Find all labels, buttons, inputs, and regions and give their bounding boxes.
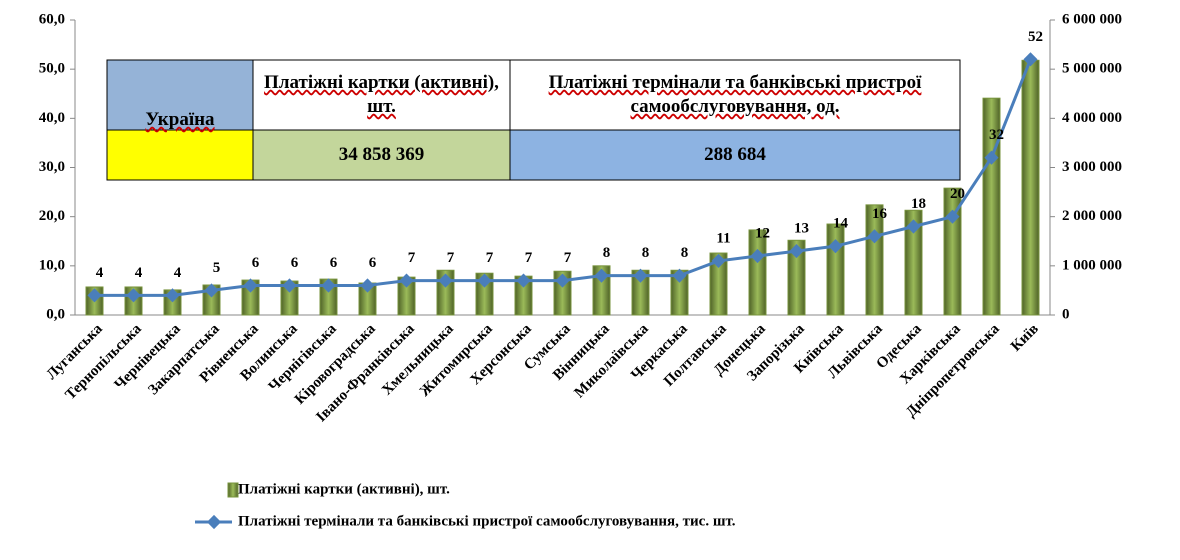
data-label: 6 <box>330 255 338 271</box>
line-marker <box>204 283 219 298</box>
line-marker <box>282 278 297 293</box>
y2-tick-label: 4 000 000 <box>1062 110 1122 126</box>
data-label: 5 <box>213 260 221 276</box>
data-label: 7 <box>564 250 572 266</box>
line-marker <box>711 253 726 268</box>
inset-table: Україна Платіжні картки (активні), шт. П… <box>106 59 961 181</box>
line-marker <box>165 288 180 303</box>
data-label: 6 <box>369 255 377 271</box>
table-cell <box>509 59 961 131</box>
data-label: 16 <box>872 206 888 222</box>
legend-label: Платіжні картки (активні), шт. <box>238 481 450 497</box>
table-cell <box>252 59 511 131</box>
line-marker <box>984 150 999 165</box>
data-label: 4 <box>96 265 104 281</box>
table-cell <box>106 129 254 181</box>
data-label: 11 <box>716 230 730 246</box>
legend-marker <box>206 514 222 530</box>
y2-tick-label: 5 000 000 <box>1062 61 1122 77</box>
legend-label: Платіжні термінали та банківські пристро… <box>238 513 736 529</box>
line-marker <box>594 268 609 283</box>
line-marker <box>789 244 804 259</box>
table-cell <box>252 129 511 181</box>
y2-tick-label: 1 000 000 <box>1062 257 1122 273</box>
data-label: 7 <box>486 250 494 266</box>
line-marker <box>750 248 765 264</box>
legend-swatch <box>227 482 239 498</box>
line-marker <box>126 288 141 303</box>
line-marker <box>477 273 492 288</box>
line-marker <box>243 278 258 293</box>
line-marker <box>1023 52 1038 67</box>
table-value: 288 684 <box>704 144 766 166</box>
y-tick-label: 60,0 <box>39 11 65 27</box>
data-label: 32 <box>989 127 1004 143</box>
bar <box>787 239 806 316</box>
table-header: Платіжні термінали та банківські пристро… <box>548 72 922 117</box>
bar <box>709 252 728 316</box>
line-marker <box>399 273 414 288</box>
data-label: 7 <box>408 250 416 266</box>
data-label: 12 <box>755 225 770 241</box>
data-label: 7 <box>525 250 533 266</box>
line-marker <box>945 209 960 224</box>
y2-tick-label: 2 000 000 <box>1062 208 1122 224</box>
data-label: 14 <box>833 216 849 232</box>
y-tick-label: 50,0 <box>39 61 65 77</box>
line-marker <box>672 268 687 283</box>
data-label: 4 <box>174 265 182 281</box>
table-header: Платіжні картки (активні), шт. <box>264 72 499 117</box>
x-tick-label: Чернігівська <box>266 321 340 395</box>
y-tick-label: 40,0 <box>39 110 65 126</box>
line-marker <box>633 268 648 283</box>
data-label: 8 <box>603 245 611 261</box>
bar <box>904 209 923 316</box>
y-tick-label: 20,0 <box>39 208 65 224</box>
line-marker <box>516 273 531 288</box>
bar <box>865 204 884 316</box>
line-marker <box>828 239 843 254</box>
data-label: 52 <box>1028 29 1043 45</box>
line-marker <box>906 219 921 234</box>
table-cell <box>106 59 254 131</box>
y2-tick-label: 3 000 000 <box>1062 159 1122 175</box>
y2-tick-label: 6 000 000 <box>1062 11 1122 27</box>
y-tick-label: 0,0 <box>46 306 65 322</box>
line-marker <box>555 273 570 288</box>
line-marker <box>360 278 375 293</box>
data-label: 6 <box>291 255 299 271</box>
data-label: 8 <box>681 245 689 261</box>
y2-tick-label: 0 <box>1062 306 1070 322</box>
bar <box>1021 59 1040 316</box>
bar <box>748 229 767 316</box>
data-label: 4 <box>135 265 143 281</box>
table-cell <box>509 129 961 181</box>
data-label: 20 <box>950 186 965 202</box>
line-marker <box>438 273 453 288</box>
bar <box>826 223 845 316</box>
line-marker <box>867 229 882 244</box>
bar <box>982 97 1001 316</box>
table-value: 34 858 369 <box>338 144 425 166</box>
bar <box>475 272 494 316</box>
data-label: 13 <box>794 221 809 237</box>
legend: Платіжні картки (активні), шт. Платіжні т… <box>195 481 736 529</box>
y-tick-label: 30,0 <box>39 159 65 175</box>
table-header: Україна <box>145 109 215 131</box>
line-marker <box>321 278 336 293</box>
data-label: 7 <box>447 250 455 266</box>
line-marker <box>87 288 102 303</box>
y-tick-label: 10,0 <box>39 257 65 273</box>
x-tick-label: Київ <box>1008 321 1042 355</box>
data-label: 6 <box>252 255 260 271</box>
bar <box>943 187 962 316</box>
data-label: 18 <box>911 196 926 212</box>
data-label: 8 <box>642 245 650 261</box>
